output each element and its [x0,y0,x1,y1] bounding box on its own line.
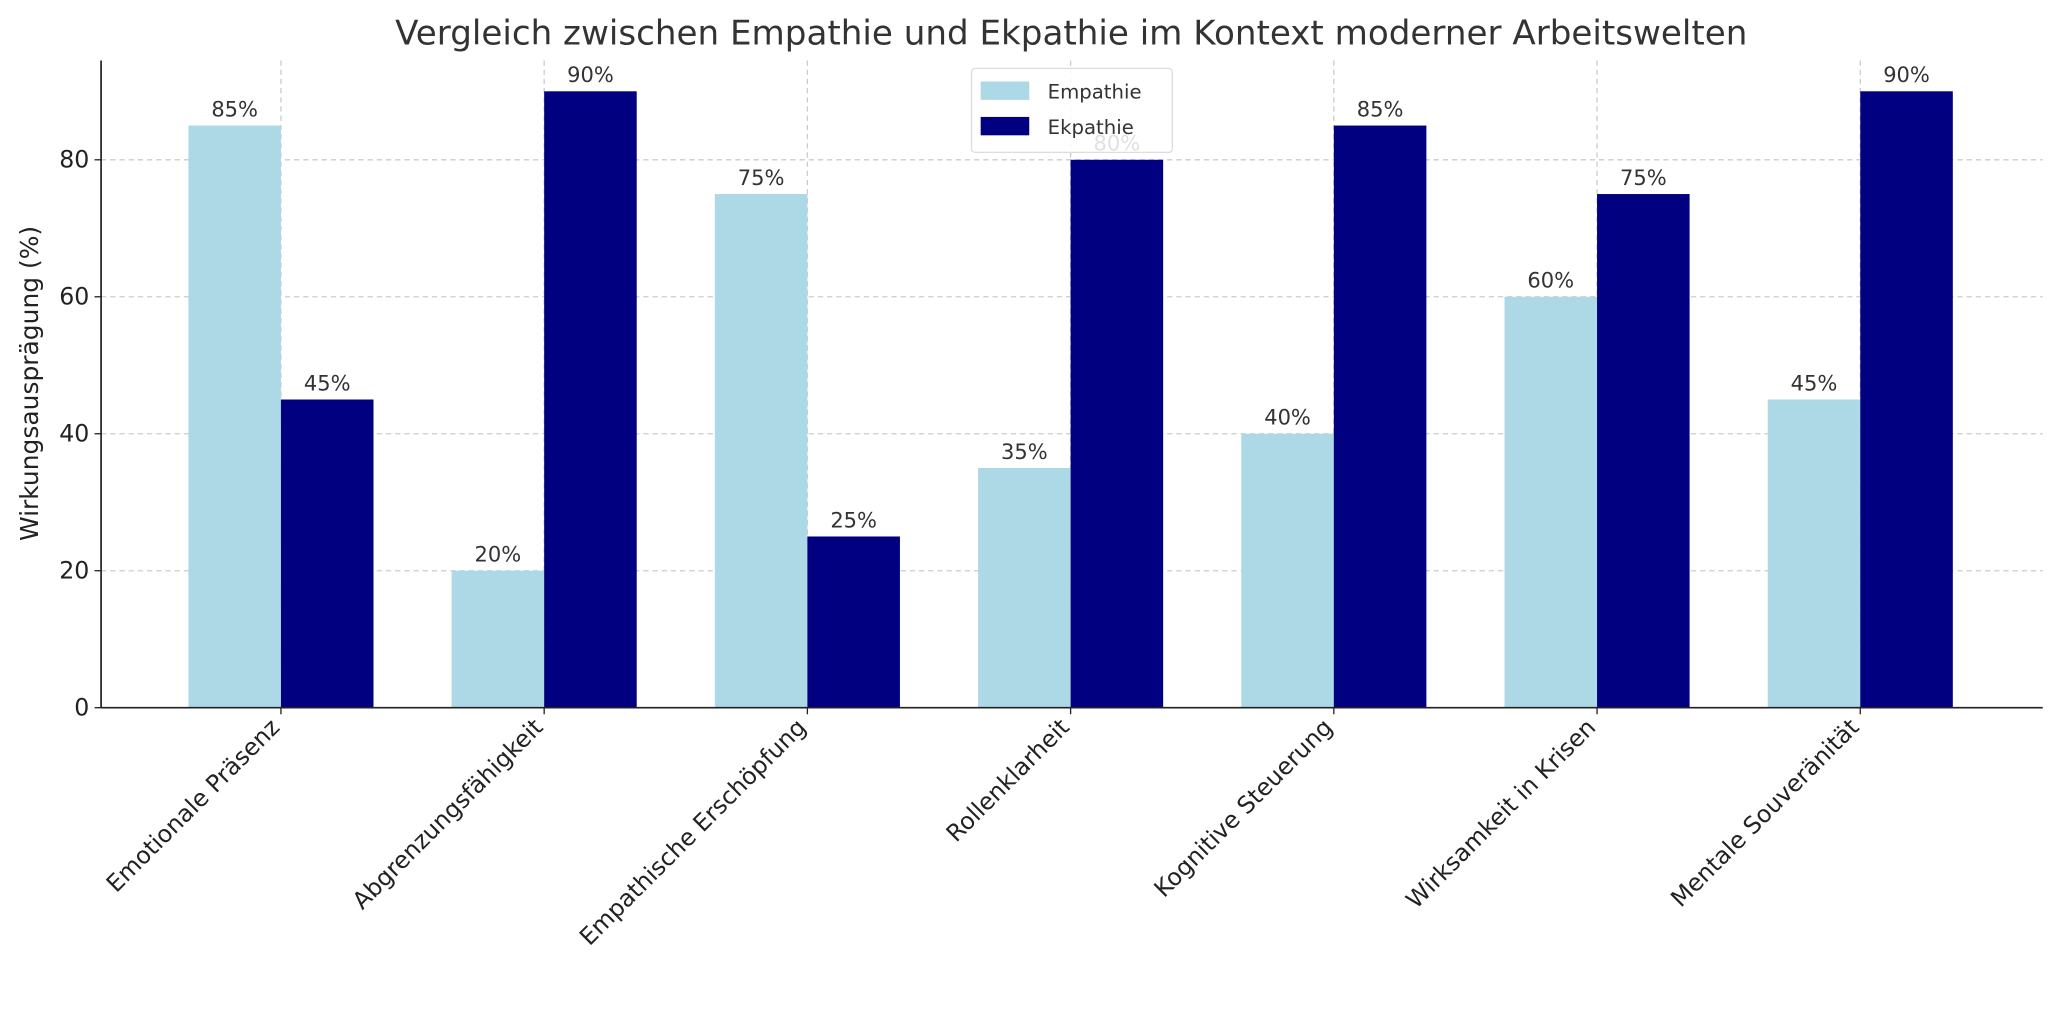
data-label: 85% [1357,97,1404,121]
data-label: 90% [567,63,614,87]
y-tick-label: 20 [59,557,89,585]
bar-empathie [1241,433,1334,708]
data-label: 40% [1264,406,1311,430]
x-tick-label: Emotionale Präsenz [101,713,286,898]
bar-empathie [451,570,545,708]
x-tick-label: Empathische Erschöpfung [574,713,812,951]
x-tick-label: Mentale Souveränität [1665,713,1864,912]
x-tick-label: Abgrenzungsfähigkeit [347,713,549,915]
x-tick-label: Kognitive Steuerung [1148,713,1338,903]
legend-label: Ekpathie [1048,116,1134,139]
data-label: 35% [1001,440,1048,464]
bar-empathie [978,467,1071,708]
y-axis-label: Wirkungsausprägung (%) [15,226,44,541]
bar-ekpathie [1860,91,1953,708]
legend: Empathie Ekpathie [970,67,1174,154]
bar-ekpathie [280,399,374,708]
bar-empathie [1767,399,1861,708]
data-label: 60% [1527,269,1574,293]
bar-ekpathie [1597,194,1690,708]
data-label: 90% [1883,63,1930,87]
legend-swatch-empathie [980,81,1030,100]
legend-label: Empathie [1048,81,1142,104]
bar-ekpathie [1333,125,1427,708]
chart-title: Vergleich zwischen Empathie und Ekpathie… [395,14,1747,54]
x-tick-label: Rollenklarheit [941,713,1075,847]
bar-ekpathie [807,536,900,708]
data-label: 85% [211,97,258,121]
bar-empathie [1504,296,1598,708]
legend-swatch-ekpathie [980,116,1030,136]
x-tick-label: Wirksamkeit in Krisen [1401,713,1602,914]
y-tick-label: 0 [74,694,89,722]
bar-empathie [188,125,281,708]
data-label: 25% [830,508,877,532]
data-label: 45% [1791,371,1838,395]
bar-ekpathie [544,91,637,708]
y-tick-label: 40 [59,420,89,448]
data-label: 75% [1620,166,1667,190]
data-label: 75% [738,166,785,190]
bar-ekpathie [1070,159,1164,708]
y-tick-label: 60 [59,283,89,311]
data-label: 20% [475,543,522,567]
y-tick-label: 80 [59,146,89,174]
bar-empathie [714,194,808,708]
data-label: 45% [304,371,351,395]
